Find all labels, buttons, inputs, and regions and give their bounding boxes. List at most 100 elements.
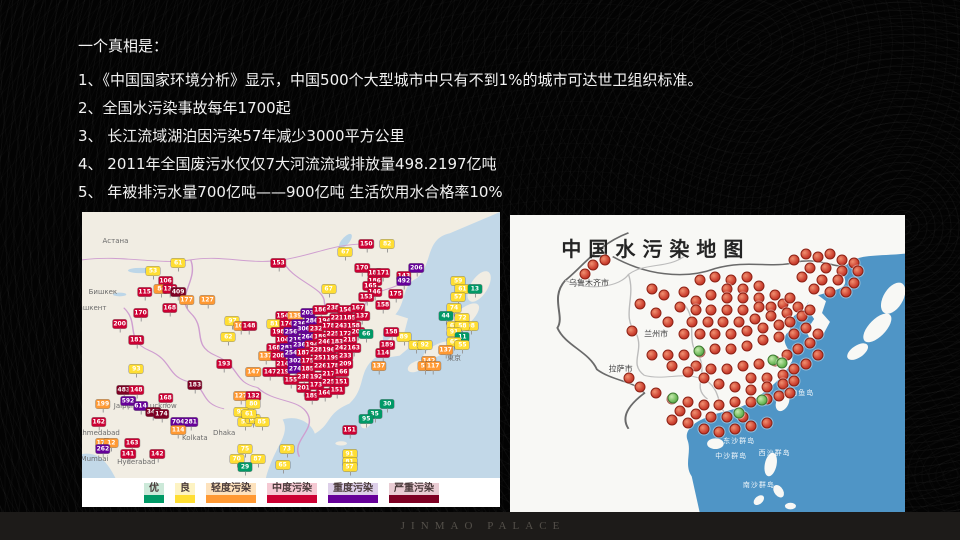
water-clean-marker [733,407,745,419]
aqi-marker: 30 [380,399,395,413]
water-pollution-marker [753,358,765,369]
aqi-marker: 147 [262,367,278,381]
slide-text-block: 一个真相是： 1、《中国国家环境分析》显示，中国500个大型城市中只有不到1%的… [78,36,702,206]
aqi-marker: 44 [438,311,453,325]
aqi-marker: 492 [396,276,412,290]
aqi-marker: 87 [250,454,265,468]
legend-swatch [389,494,439,503]
legend-item: 优 [144,482,164,503]
aqi-marker: 189 [304,391,320,405]
water-clean-marker [693,345,705,357]
water-pollution-marker [820,262,832,274]
aqi-marker: 137 [371,361,387,375]
water-pollution-marker [717,316,729,328]
water-pollution-marker [721,363,733,375]
aqi-marker: 158 [375,300,391,314]
water-pollution-marker [709,328,721,340]
water-pollution-marker [721,304,733,316]
legend-item: 轻度污染 [206,482,256,503]
water-pollution-marker [694,274,706,286]
city-label: Kolkata [181,434,208,443]
aqi-marker: 66 [359,329,374,343]
aqi-marker: 168 [158,393,173,407]
aqi-marker: 137 [438,345,453,359]
water-pollution-marker [733,316,745,328]
aqi-marker: 164 [317,388,332,402]
water-pollution-marker [761,381,773,393]
aqi-marker: 141 [120,449,136,463]
aqi-marker: 51 [417,361,432,375]
water-pollution-marker [698,423,710,435]
aqi-marker: 163 [346,343,361,357]
water-pollution-marker [626,325,638,337]
water-pollution-marker [709,271,721,283]
sea-label: 钓鱼岛 [790,389,815,398]
aqi-marker: 168 [162,303,178,317]
aqi-marker: 614 [133,401,148,415]
aqi-marker: 104 [233,321,249,335]
water-pollution-marker [812,349,824,361]
water-pollution-marker [682,366,694,378]
water-pollution-marker [725,343,737,355]
sea-label: 东沙群岛 [723,436,756,445]
water-clean-marker [667,392,679,404]
aqi-marker: 170 [133,308,148,322]
water-pollution-marker [650,307,662,319]
aqi-marker: 98 [463,321,478,335]
aqi-marker: 117 [425,361,441,375]
aqi-marker: 153 [271,258,286,272]
aqi-marker: 62 [221,332,236,346]
aqi-marker: 175 [388,289,403,303]
water-map-title: 中国水污染地图 [561,236,751,261]
water-pollution-marker [690,408,702,420]
water-pollution-marker [788,375,800,387]
water-pollution-marker [666,414,678,426]
water-pollution-marker [674,405,686,417]
water-pollution-marker [848,277,860,289]
water-pollution-marker [773,331,785,343]
water-pollution-marker [721,411,733,423]
aqi-marker: 163 [124,438,140,452]
aqi-marker: 148 [129,385,144,399]
legend-label: 严重污染 [389,482,439,495]
water-pollution-marker [804,262,816,274]
water-pollution-marker [745,420,757,432]
aqi-marker: 92 [417,340,432,354]
water-pollution-marker [808,283,820,295]
legend-swatch [144,494,164,503]
bullet-list: 1、《中国国家环境分析》显示，中国500个大型城市中只有不到1%的城市可达世卫组… [78,66,702,206]
city-label: Ahmedabad [82,428,120,437]
city-label: 東京 [447,354,462,363]
aqi-marker: 65 [447,337,462,351]
legend-swatch [175,494,195,503]
city-label: Бишкек [88,287,118,296]
water-pollution-marker [709,343,721,355]
water-pollution-marker [682,396,694,408]
aqi-legend: 优良轻度污染 中度污染 重度污染 严重污染 [82,478,500,507]
aqi-marker: 73 [279,444,294,458]
water-pollution-marker [678,349,690,361]
city-label: Dhaka [212,428,236,437]
sea-label: 南沙群岛 [742,481,775,490]
legend-item: 良 [175,482,195,503]
water-pollution-marker [686,316,698,328]
water-pollution-marker [832,274,844,286]
aqi-marker: 166 [333,367,349,381]
aqi-marker: 592 [120,396,136,410]
water-pollution-marker [745,396,757,408]
aqi-marker: 84 [154,284,169,298]
aqi-marker: 74 [447,303,462,317]
aqi-marker: 82 [380,239,395,253]
water-pollution-marker [737,304,749,316]
aqi-marker: 61 [171,258,186,272]
water-pollution-marker [804,337,816,349]
city-label: 拉萨市 [608,364,633,374]
aqi-marker: 52 [238,417,253,431]
aqi-marker: 61 [409,340,424,354]
water-pollution-marker [804,304,816,316]
legend-item: 重度污染 [328,482,378,503]
water-pollution-marker [741,325,753,337]
aqi-marker: 181 [129,335,144,349]
aqi-marker: 151 [342,425,357,439]
water-pollution-marker [796,271,808,283]
